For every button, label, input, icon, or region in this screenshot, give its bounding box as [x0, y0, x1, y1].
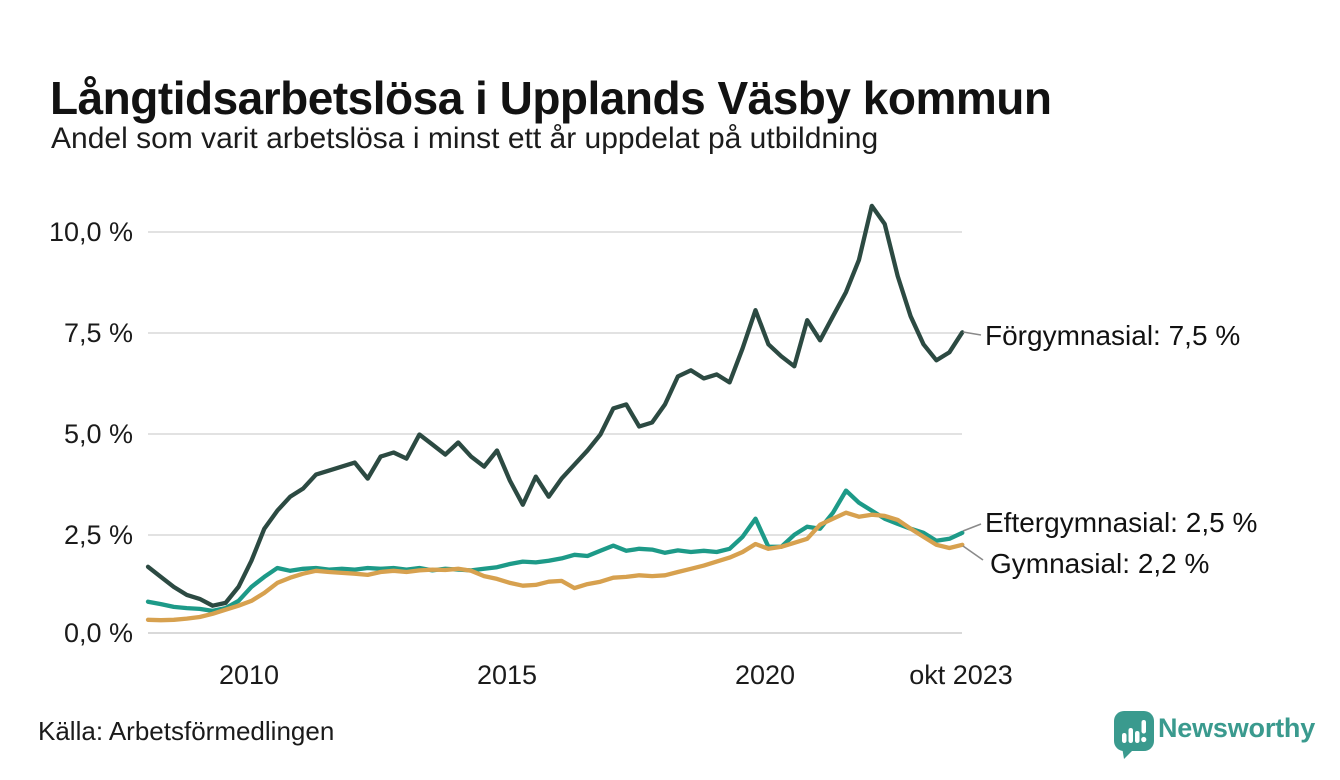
source-attribution: Källa: Arbetsförmedlingen	[38, 716, 335, 746]
x-axis-tick-label: 2010	[218, 660, 280, 690]
label-connector	[962, 523, 982, 532]
newsworthy-brand: Newsworthy	[1112, 709, 1316, 759]
label-connector	[962, 331, 982, 336]
y-axis-tick-label: 2,5 %	[63, 520, 133, 550]
chart-subtitle: Andel som varit arbetslösa i minst ett å…	[51, 122, 879, 155]
series-line-gymnasial	[145, 510, 965, 623]
series-end-label-forgymnasial: Förgymnasial: 7,5 %	[985, 320, 1241, 351]
series-line-forgymnasial	[145, 203, 965, 608]
y-axis-tick-label: 10,0 %	[48, 217, 133, 247]
series-end-label-gymnasial: Gymnasial: 2,2 %	[990, 548, 1210, 579]
x-axis-tick-label: okt 2023	[909, 660, 1013, 690]
x-axis-tick-label: 2015	[476, 660, 538, 690]
label-connectors	[962, 331, 984, 561]
series-end-label-eftergymnasial: Eftergymnasial: 2,5 %	[985, 507, 1258, 538]
newsworthy-logo-icon	[1114, 711, 1154, 759]
newsworthy-wordmark: Newsworthy	[1158, 713, 1316, 743]
y-axis-tick-label: 7,5 %	[63, 318, 133, 348]
series-line-eftergymnasial	[145, 488, 965, 614]
y-axis-tick-label: 0,0 %	[63, 618, 133, 648]
y-axis-tick-label: 5,0 %	[63, 419, 133, 449]
chart-title: Långtidsarbetslösa i Upplands Väsby komm…	[50, 71, 1052, 124]
x-axis-tick-label: 2020	[734, 660, 796, 690]
label-connector	[962, 545, 984, 561]
data-series-group	[145, 203, 965, 623]
